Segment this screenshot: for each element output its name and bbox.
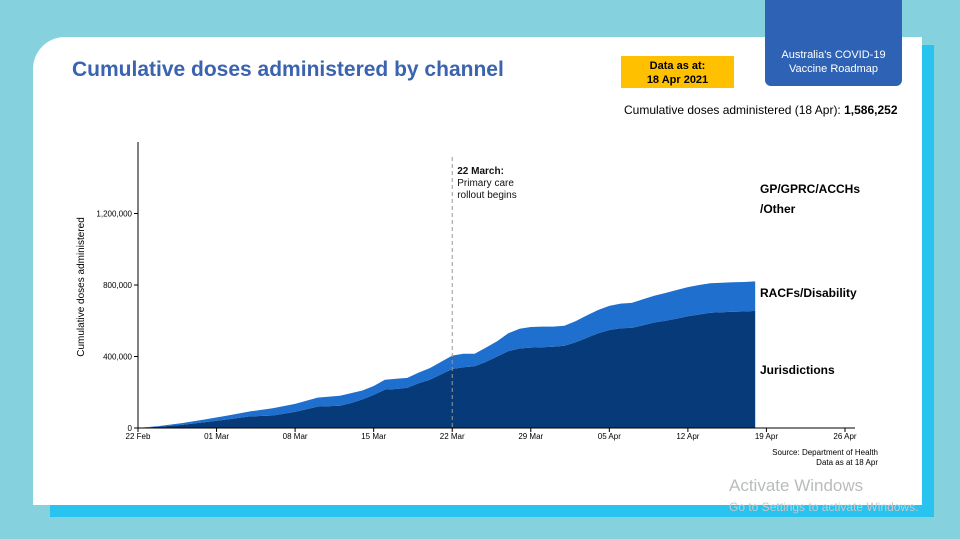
series-area-racfs-disability bbox=[138, 281, 756, 428]
x-tick-label: 19 Apr bbox=[755, 432, 778, 441]
annotation-title: 22 March: bbox=[457, 166, 504, 177]
series-label-gp-line-1: GP/GPRC/ACCHs bbox=[760, 182, 860, 196]
date-badge: Data as at: 18 Apr 2021 bbox=[621, 56, 734, 88]
x-tick-label: 01 Mar bbox=[204, 432, 229, 441]
total-doses-value: 1,586,252 bbox=[844, 103, 898, 117]
right-accent-strip bbox=[920, 45, 934, 517]
total-doses: Cumulative doses administered (18 Apr): … bbox=[624, 103, 898, 117]
x-tick-label: 29 Mar bbox=[518, 432, 543, 441]
roadmap-line-2: Vaccine Roadmap bbox=[788, 63, 879, 75]
y-tick-label: 0 bbox=[128, 424, 133, 433]
annotation-text-line-1: Primary care bbox=[457, 178, 514, 189]
date-badge-value: 18 Apr 2021 bbox=[646, 74, 709, 86]
roadmap-badge: Australia's COVID-19 Vaccine Roadmap bbox=[765, 0, 902, 86]
series-label-jurisdictions: Jurisdictions bbox=[760, 363, 835, 377]
y-tick-label: 1,200,000 bbox=[96, 210, 132, 219]
source-line-1: Source: Department of Health bbox=[772, 448, 878, 457]
x-tick-label: 22 Mar bbox=[440, 432, 465, 441]
series-label-gp-line-2: /Other bbox=[760, 202, 796, 216]
page-title: Cumulative doses administered by channel bbox=[72, 58, 504, 81]
x-tick-label: 22 Feb bbox=[126, 432, 151, 441]
watermark-subtitle: Go to Settings to activate Windows. bbox=[729, 500, 919, 514]
x-tick-label: 08 Mar bbox=[283, 432, 308, 441]
date-badge-label: Data as at: bbox=[649, 60, 706, 72]
source-line-2: Data as at 18 Apr bbox=[816, 458, 878, 467]
watermark-title: Activate Windows bbox=[729, 476, 864, 495]
bottom-accent-bar bbox=[50, 505, 930, 517]
x-tick-label: 15 Mar bbox=[361, 432, 386, 441]
y-tick-label: 800,000 bbox=[103, 281, 132, 290]
y-axis-label: Cumulative doses administered bbox=[76, 217, 87, 357]
x-tick-label: 26 Apr bbox=[833, 432, 856, 441]
roadmap-line-1: Australia's COVID-19 bbox=[781, 49, 886, 61]
total-doses-label: Cumulative doses administered (18 Apr): bbox=[624, 103, 841, 117]
series-area-jurisdictions bbox=[138, 310, 756, 428]
x-tick-label: 05 Apr bbox=[598, 432, 621, 441]
x-tick-label: 12 Apr bbox=[676, 432, 699, 441]
y-tick-label: 400,000 bbox=[103, 353, 132, 362]
annotation-text-line-2: rollout begins bbox=[457, 190, 516, 201]
series-label-racfs-disability: RACFs/Disability bbox=[760, 286, 857, 300]
